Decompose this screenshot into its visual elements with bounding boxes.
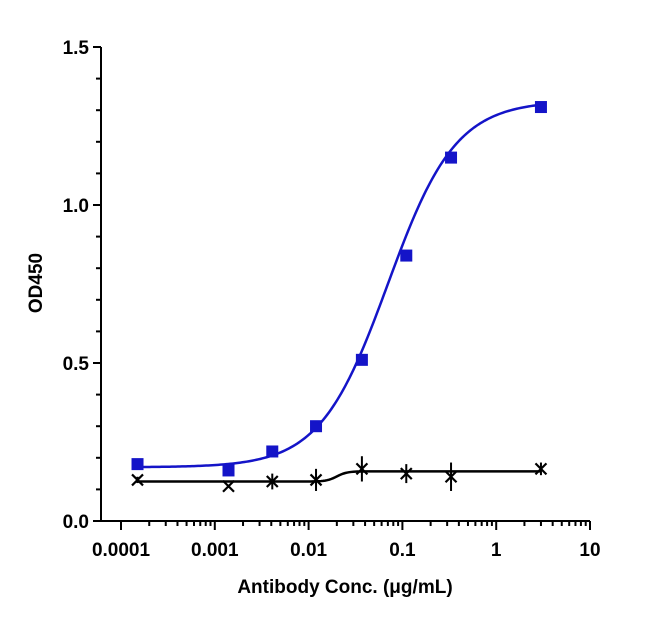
x-tick-label: 0.01 — [290, 540, 327, 561]
y-tick-label: 0.5 — [63, 354, 90, 375]
x-tick-label: 0.001 — [191, 540, 239, 561]
x-marker-stroke — [444, 470, 458, 484]
x-tick-label: 0.0001 — [92, 540, 151, 561]
data-point-square — [534, 101, 547, 114]
data-point-square — [400, 249, 413, 262]
data-point-square — [222, 464, 235, 477]
data-point-square — [355, 353, 368, 366]
x-tick-label: 0.1 — [389, 540, 416, 561]
fit-curve-1 — [137, 103, 542, 469]
x-tick-label: 1 — [491, 540, 502, 561]
data-point-x — [222, 479, 235, 493]
x-marker-stroke — [534, 462, 548, 476]
data-points — [131, 101, 548, 493]
data-point-x — [444, 470, 458, 484]
data-point-square — [131, 458, 144, 471]
data-point-x — [355, 462, 369, 476]
data-point-square — [310, 420, 323, 433]
x-marker-stroke — [131, 473, 144, 487]
fit-curves — [137, 103, 542, 483]
data-point-x — [131, 473, 144, 487]
axes — [93, 46, 591, 530]
tick-labels: 0.0 0.5 1.0 1.5 0.0001 0.001 0.01 0.1 1 10 — [63, 38, 601, 561]
y-tick-label: 0.0 — [63, 512, 89, 533]
fit-curve-2 — [137, 470, 541, 483]
data-point-x — [534, 462, 548, 476]
x-marker-stroke — [355, 462, 369, 476]
error-bars — [136, 456, 542, 491]
y-tick-label: 1.5 — [63, 38, 90, 59]
data-point-square — [266, 445, 279, 458]
x-marker-stroke — [400, 467, 413, 480]
x-marker-stroke — [222, 479, 235, 493]
data-point-x — [309, 473, 323, 487]
x-axis-title: Antibody Conc. (μg/mL) — [237, 577, 452, 598]
y-axis-title: OD450 — [26, 253, 47, 313]
y-tick-label: 1.0 — [63, 196, 89, 217]
x-marker-stroke — [309, 473, 323, 487]
data-point-x — [400, 467, 413, 480]
x-tick-label: 10 — [579, 540, 600, 561]
data-point-x — [266, 475, 279, 488]
x-marker-stroke — [266, 475, 279, 488]
data-point-square — [445, 151, 458, 164]
